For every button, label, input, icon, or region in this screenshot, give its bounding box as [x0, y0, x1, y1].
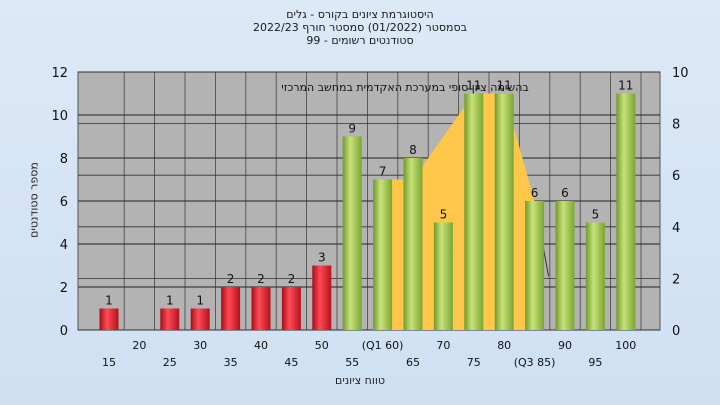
x-tick-label: 15: [102, 356, 116, 369]
y2-tick-label: 10: [672, 66, 689, 81]
bar-90: [555, 201, 575, 330]
chart-subtitle: בסמסטר (01/2022) סמסטר חורף 2022/23: [253, 21, 467, 34]
bar-value-label: 3: [318, 251, 326, 265]
x-tick-label: (Q1 60): [362, 339, 404, 352]
bar-value-label: 11: [466, 79, 481, 93]
bar-35: [221, 287, 241, 330]
bar-value-label: 1: [166, 294, 174, 308]
bar-50: [312, 265, 332, 330]
y2-tick-label: 2: [672, 272, 680, 287]
bar-value-label: 6: [531, 186, 539, 200]
x-tick-label: 70: [436, 339, 450, 352]
y-axis-label: מספר סטודנטים: [27, 162, 41, 238]
x-tick-label: 35: [224, 356, 238, 369]
y2-tick-label: 4: [672, 221, 680, 236]
y-tick-label: 10: [51, 109, 68, 124]
bar-value-label: 11: [497, 79, 512, 93]
x-tick-label: 25: [163, 356, 177, 369]
x-tick-label: (Q3 85): [514, 356, 556, 369]
bar-value-label: 11: [618, 79, 633, 93]
y2-tick-label: 0: [672, 324, 680, 339]
x-axis-label: טווח ציונים: [335, 374, 385, 387]
x-tick-label: 45: [284, 356, 298, 369]
bar-value-label: 1: [105, 294, 113, 308]
bar-40: [251, 287, 271, 330]
chart-title: היסטוגרמת ציונים בקורס - גלים: [286, 8, 434, 21]
y-tick-label: 8: [60, 152, 68, 167]
y2-tick-label: 6: [672, 169, 680, 184]
bar-100: [616, 93, 636, 330]
bar-70: [433, 222, 453, 330]
bar-value-label: 2: [288, 272, 296, 286]
y-tick-label: 12: [51, 66, 68, 81]
bars: [99, 93, 636, 330]
y-tick-label: 4: [60, 238, 68, 253]
x-tick-label: 100: [615, 339, 636, 352]
bar-value-label: 5: [440, 208, 448, 222]
bar-60: [373, 179, 393, 330]
bar-value-label: 5: [592, 208, 600, 222]
x-tick-label: 80: [497, 339, 511, 352]
chart-subtitle-students: סטודנטים רשומים - 99: [306, 34, 414, 47]
bar-80: [494, 93, 514, 330]
y2-tick-label: 8: [672, 118, 680, 133]
bar-25: [160, 308, 180, 330]
bar-85: [525, 201, 545, 330]
x-tick-label: 90: [558, 339, 572, 352]
bar-55: [342, 136, 362, 330]
x-tick-label: 65: [406, 356, 420, 369]
bar-value-label: 6: [561, 186, 569, 200]
y-tick-label: 2: [60, 281, 68, 296]
bar-75: [464, 93, 484, 330]
bar-30: [190, 308, 210, 330]
x-tick-label: 50: [315, 339, 329, 352]
y-tick-label: 6: [60, 195, 68, 210]
bar-value-label: 7: [379, 165, 387, 179]
x-tick-label: 55: [345, 356, 359, 369]
chart-titles: היסטוגרמת ציונים בקורס - גלים בסמסטר (01…: [0, 8, 720, 47]
x-tick-label: 95: [588, 356, 602, 369]
bar-value-label: 8: [409, 143, 417, 157]
x-tick-label: 20: [132, 339, 146, 352]
bar-15: [99, 308, 119, 330]
bar-value-label: 2: [257, 272, 265, 286]
chart-annotation: בהשימה ציון סופי במערכת האקדמית במחשב המ…: [281, 81, 528, 94]
bar-95: [585, 222, 605, 330]
y-tick-label: 0: [60, 324, 68, 339]
x-tick-label: 40: [254, 339, 268, 352]
bar-45: [281, 287, 301, 330]
x-tick-label: 30: [193, 339, 207, 352]
bar-value-label: 9: [348, 122, 356, 136]
bar-value-label: 2: [227, 272, 235, 286]
x-tick-label: 75: [467, 356, 481, 369]
bar-value-label: 1: [196, 294, 204, 308]
bar-65: [403, 158, 423, 330]
